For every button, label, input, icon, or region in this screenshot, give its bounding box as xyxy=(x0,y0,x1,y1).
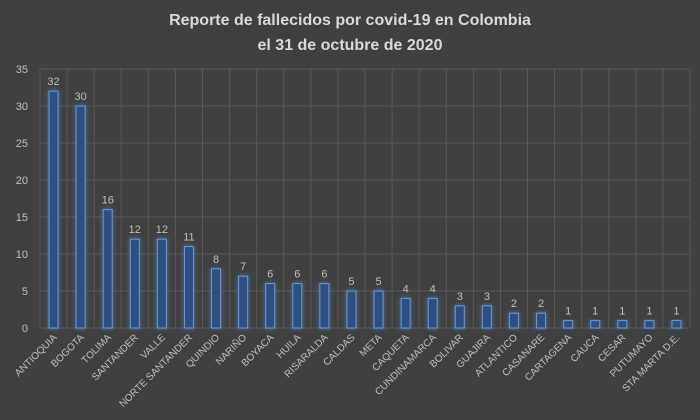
data-label: 32 xyxy=(47,76,59,88)
data-label: 5 xyxy=(375,276,381,288)
data-label: 6 xyxy=(294,269,300,281)
y-tick-label: 10 xyxy=(16,249,28,261)
bar xyxy=(671,320,682,329)
data-label: 30 xyxy=(75,91,87,103)
y-tick-label: 25 xyxy=(16,138,28,150)
data-label: 2 xyxy=(538,298,544,310)
bar xyxy=(590,320,601,329)
bar xyxy=(129,238,140,329)
bar xyxy=(319,283,330,329)
bar xyxy=(454,305,465,329)
bar xyxy=(211,268,222,329)
y-tick-label: 35 xyxy=(16,64,28,76)
bar xyxy=(183,246,194,329)
bar xyxy=(265,283,276,329)
bar xyxy=(373,290,384,329)
data-label: 12 xyxy=(129,224,141,236)
data-label: 3 xyxy=(484,291,490,303)
bar xyxy=(617,320,628,329)
data-label: 12 xyxy=(156,224,168,236)
bar xyxy=(292,283,303,329)
y-tick-label: 0 xyxy=(22,323,28,335)
data-label: 1 xyxy=(646,306,652,318)
bar xyxy=(156,238,167,329)
x-tick-label: CAUCA xyxy=(569,332,602,365)
chart-subtitle: el 31 de octubre de 2020 xyxy=(257,37,443,54)
y-tick-label: 20 xyxy=(16,175,28,187)
bar xyxy=(346,290,357,329)
y-tick-label: 30 xyxy=(16,101,28,113)
y-tick-label: 15 xyxy=(16,212,28,224)
y-tick-label: 5 xyxy=(22,286,28,298)
data-label: 3 xyxy=(457,291,463,303)
data-label: 16 xyxy=(102,195,114,207)
data-label: 1 xyxy=(619,306,625,318)
x-tick-label: ANTIOQUIA xyxy=(13,332,60,379)
data-label: 1 xyxy=(592,306,598,318)
data-label: 4 xyxy=(430,283,436,295)
data-label: 11 xyxy=(183,232,194,244)
data-label: 2 xyxy=(511,298,517,310)
data-label: 1 xyxy=(565,306,571,318)
data-label: 1 xyxy=(673,306,679,318)
bar xyxy=(427,297,438,329)
data-label: 7 xyxy=(240,261,246,273)
data-label: 4 xyxy=(403,283,409,295)
bar xyxy=(102,209,113,329)
bar xyxy=(563,320,574,329)
bar xyxy=(536,312,547,329)
data-label: 6 xyxy=(321,269,327,281)
bar xyxy=(48,90,59,329)
bar xyxy=(644,320,655,329)
bar xyxy=(75,105,86,329)
bar xyxy=(481,305,492,329)
data-label: 5 xyxy=(348,276,354,288)
bar xyxy=(238,275,249,329)
bar xyxy=(400,297,411,329)
chart-title: Reporte de fallecidos por covid-19 en Co… xyxy=(169,12,531,29)
data-label: 8 xyxy=(213,254,219,266)
bar xyxy=(508,312,519,329)
data-label: 6 xyxy=(267,269,273,281)
